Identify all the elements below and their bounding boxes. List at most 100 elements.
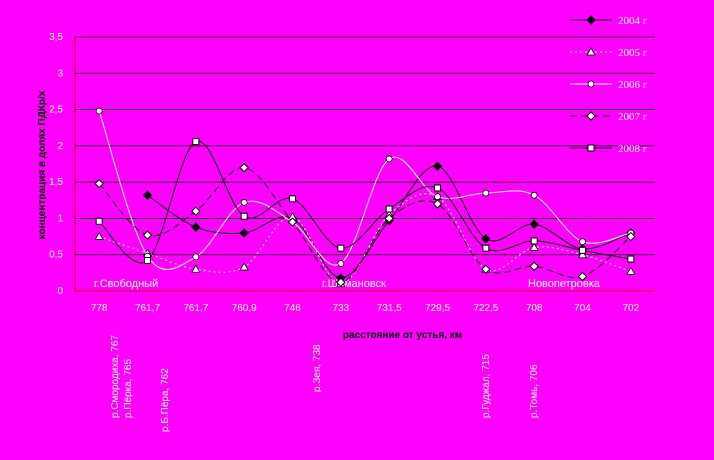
data-point	[577, 271, 588, 282]
x-tick-label: 760,9	[232, 303, 257, 314]
data-point	[385, 155, 393, 163]
x-tick-label: 731,5	[377, 303, 402, 314]
data-point	[337, 260, 345, 267]
town-label-1: г.Свободный	[94, 278, 158, 290]
data-point	[529, 219, 539, 229]
legend-label: 2007 г	[618, 111, 648, 123]
data-point	[192, 138, 200, 146]
data-point	[239, 162, 249, 173]
data-point	[289, 195, 296, 203]
x-tick-label: 746	[284, 303, 301, 314]
data-point	[482, 189, 490, 197]
data-point	[191, 264, 201, 273]
y-tick-label: 3	[57, 68, 63, 79]
x-tick-label: 702	[622, 303, 639, 314]
legend-marker	[587, 144, 595, 152]
data-point	[191, 206, 201, 216]
y-tick-label: 1	[57, 213, 63, 224]
x-tick-label: 708	[526, 303, 543, 314]
data-point	[481, 264, 491, 274]
data-point	[94, 178, 104, 189]
data-point	[95, 107, 103, 115]
data-point	[481, 234, 491, 244]
legend-label: 2005 г	[618, 47, 648, 59]
legend: 2004 г 2005 г 2006 г 2007 г 2008 г	[570, 15, 648, 155]
legend-item-3: 2006 г	[570, 79, 648, 91]
series	[94, 107, 636, 288]
legend-marker	[586, 111, 596, 121]
x-tick-label: 722,5	[473, 303, 498, 314]
x-tick-label: 704	[574, 303, 591, 314]
legend-label: 2006 г	[618, 79, 648, 91]
y-tick-label: 0,5	[49, 250, 63, 261]
y-tick-label: 1,5	[49, 177, 63, 188]
data-point	[432, 199, 443, 209]
legend-label: 2008 г	[618, 143, 648, 155]
data-point	[95, 217, 103, 225]
data-point	[192, 253, 200, 261]
series-4	[94, 162, 636, 287]
data-point	[337, 244, 345, 252]
series-line	[99, 193, 631, 285]
series-2	[94, 191, 636, 288]
annotations: г.Свободный г.Шимановск Новопетровка р.С…	[94, 278, 601, 432]
data-point	[432, 161, 443, 171]
data-point	[142, 230, 153, 240]
data-point	[385, 205, 393, 213]
legend-label: 2004 г	[618, 15, 648, 27]
y-tick-label: 2	[57, 141, 63, 152]
data-point	[529, 242, 539, 251]
town-label-3: Новопетровка	[528, 278, 601, 290]
data-point	[94, 231, 104, 240]
x-tick-label: 778	[91, 303, 108, 314]
x-tick-label: 761,7	[135, 303, 160, 314]
x-tick-labels: 778 761,7 761,7 760,9 746 733 731,5 729,5 722,5 7…	[91, 303, 640, 314]
legend-item-2: 2005 г	[570, 47, 648, 59]
y-axis-title: концентрация в долях ПДКр/х	[37, 90, 48, 239]
gridlines	[75, 36, 655, 256]
data-point	[482, 244, 490, 252]
series-line	[98, 140, 631, 264]
town-label-2: г.Шимановск	[322, 278, 386, 290]
y-tick-label: 2,5	[49, 105, 63, 116]
data-point	[240, 199, 248, 206]
x-tick-label: 729,5	[425, 303, 450, 314]
series-3	[95, 107, 635, 270]
data-point	[579, 246, 586, 254]
series-5	[95, 138, 635, 265]
data-point	[384, 213, 394, 224]
y-tick-labels: 0 0,5 1 1,5 2 2,5 3 3,5	[49, 32, 63, 297]
data-point	[142, 190, 153, 200]
data-point	[239, 262, 249, 271]
legend-marker	[586, 15, 596, 25]
data-point	[239, 228, 249, 238]
axes	[74, 37, 655, 292]
river-label-4: р.Зея, 738	[312, 344, 323, 392]
data-point	[434, 184, 441, 192]
river-label-2: р.Пёрка, 765	[123, 359, 134, 418]
data-point	[577, 249, 588, 259]
data-point	[240, 212, 248, 220]
legend-item-1: 2004 г	[570, 15, 648, 27]
data-point	[287, 217, 298, 227]
data-point	[530, 237, 538, 245]
x-tick-label: 733	[332, 303, 349, 314]
data-point	[530, 191, 538, 199]
data-point	[626, 231, 636, 242]
legend-item-4: 2007 г	[570, 111, 648, 123]
data-point	[627, 255, 635, 263]
data-point	[144, 257, 151, 265]
data-point	[579, 238, 586, 246]
x-tick-label: 761,7	[183, 303, 208, 314]
y-tick-label: 3,5	[49, 32, 63, 43]
river-label-5: р.Гуджал, 715	[481, 354, 492, 418]
x-axis-title: расстояние от устья, км	[343, 330, 462, 341]
data-point	[336, 277, 346, 287]
series-line	[98, 167, 632, 283]
data-point	[434, 193, 441, 201]
river-label-6: р.Томь, 706	[529, 364, 540, 418]
river-label-3: р.Б.Пёра, 762	[160, 368, 171, 432]
legend-item-5: 2008 г	[570, 143, 648, 155]
legend-marker	[587, 80, 595, 88]
